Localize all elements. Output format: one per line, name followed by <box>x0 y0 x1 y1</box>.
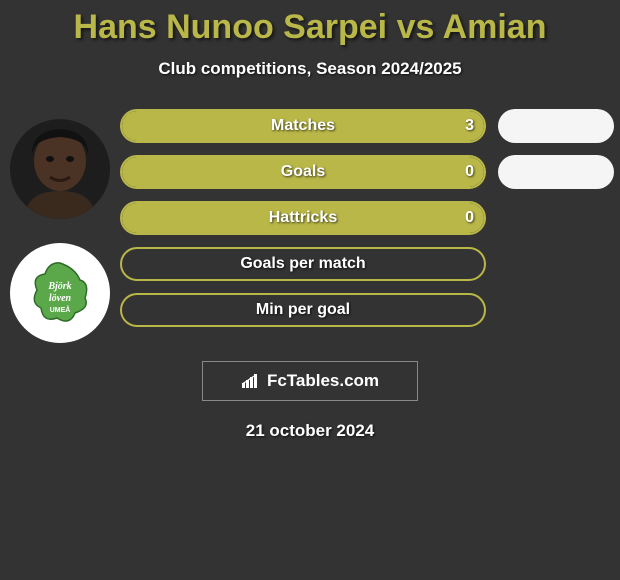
stat-label: Goals <box>122 163 484 181</box>
right-pill <box>498 201 614 235</box>
avatars-column: Björk löven UMEÅ <box>0 109 120 343</box>
svg-text:Björk: Björk <box>47 281 71 292</box>
stat-bar: Min per goal <box>120 293 486 327</box>
right-pill <box>498 247 614 281</box>
right-pill <box>498 109 614 143</box>
svg-text:löven: löven <box>49 293 72 304</box>
stat-bar: Goals per match <box>120 247 486 281</box>
player-silhouette-icon <box>10 119 110 219</box>
stat-bar: Hattricks0 <box>120 201 486 235</box>
source-logo-box: FcTables.com <box>202 361 418 401</box>
stat-label: Hattricks <box>122 209 484 227</box>
stat-label: Matches <box>122 117 484 135</box>
stat-value: 3 <box>465 117 474 135</box>
content-row: Björk löven UMEÅ Matches3Goals0Hattricks… <box>0 109 620 343</box>
right-pills-column <box>490 109 620 327</box>
stat-bar: Goals0 <box>120 155 486 189</box>
right-pill <box>498 293 614 327</box>
stat-bars-column: Matches3Goals0Hattricks0Goals per matchM… <box>120 109 490 327</box>
player-avatar <box>10 119 110 219</box>
team-avatar: Björk löven UMEÅ <box>10 243 110 343</box>
source-logo-text: FcTables.com <box>267 371 379 391</box>
stat-label: Min per goal <box>122 301 484 319</box>
page-title: Hans Nunoo Sarpei vs Amian <box>0 8 620 47</box>
stat-label: Goals per match <box>122 255 484 273</box>
right-pill <box>498 155 614 189</box>
stat-value: 0 <box>465 163 474 181</box>
barchart-icon <box>241 373 261 389</box>
stat-bar: Matches3 <box>120 109 486 143</box>
team-logo-icon: Björk löven UMEÅ <box>25 258 95 328</box>
page-subtitle: Club competitions, Season 2024/2025 <box>0 59 620 79</box>
svg-text:UMEÅ: UMEÅ <box>50 305 71 314</box>
comparison-infographic: Hans Nunoo Sarpei vs Amian Club competit… <box>0 0 620 441</box>
stat-value: 0 <box>465 209 474 227</box>
date-text: 21 october 2024 <box>0 421 620 441</box>
